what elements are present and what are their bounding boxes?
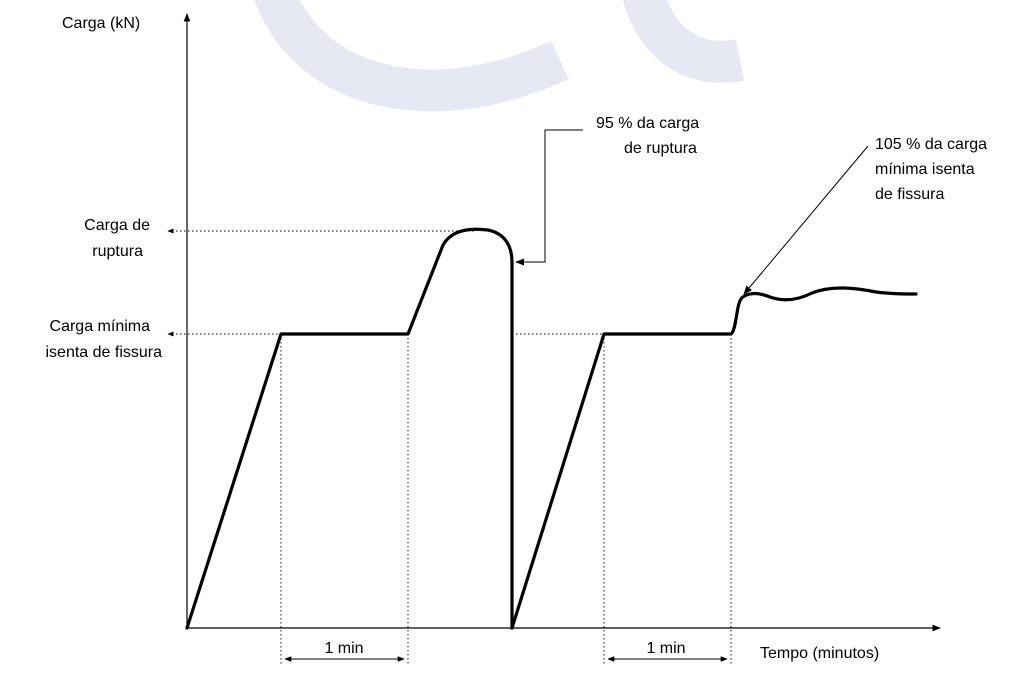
label-carga-ruptura-line2: ruptura xyxy=(92,243,143,260)
annotation-95-line1: 95 % da carga xyxy=(596,115,699,132)
watermark-logo xyxy=(254,0,745,112)
x-axis-label: Tempo (minutos) xyxy=(760,645,879,662)
annotation-105-leader xyxy=(743,145,869,295)
label-carga-minima-line1: Carga mínima xyxy=(50,318,151,335)
load-curve-first-cycle xyxy=(185,227,514,630)
label-carga-ruptura-line1: Carga de xyxy=(84,217,150,234)
interval-2-label: 1 min xyxy=(646,640,685,657)
annotation-105-line2: mínima isenta xyxy=(875,161,975,178)
interval-1-label: 1 min xyxy=(324,640,363,657)
annotation-95-line2: de ruptura xyxy=(624,140,697,157)
label-carga-minima-line2: isenta de fissura xyxy=(45,344,162,361)
annotation-105-line3: de fissura xyxy=(875,186,944,203)
load-curve-second-cycle xyxy=(510,286,918,630)
annotation-95-leader xyxy=(515,129,583,266)
annotation-105-line1: 105 % da carga xyxy=(875,136,987,153)
y-axis-label: Carga (kN) xyxy=(62,15,140,32)
